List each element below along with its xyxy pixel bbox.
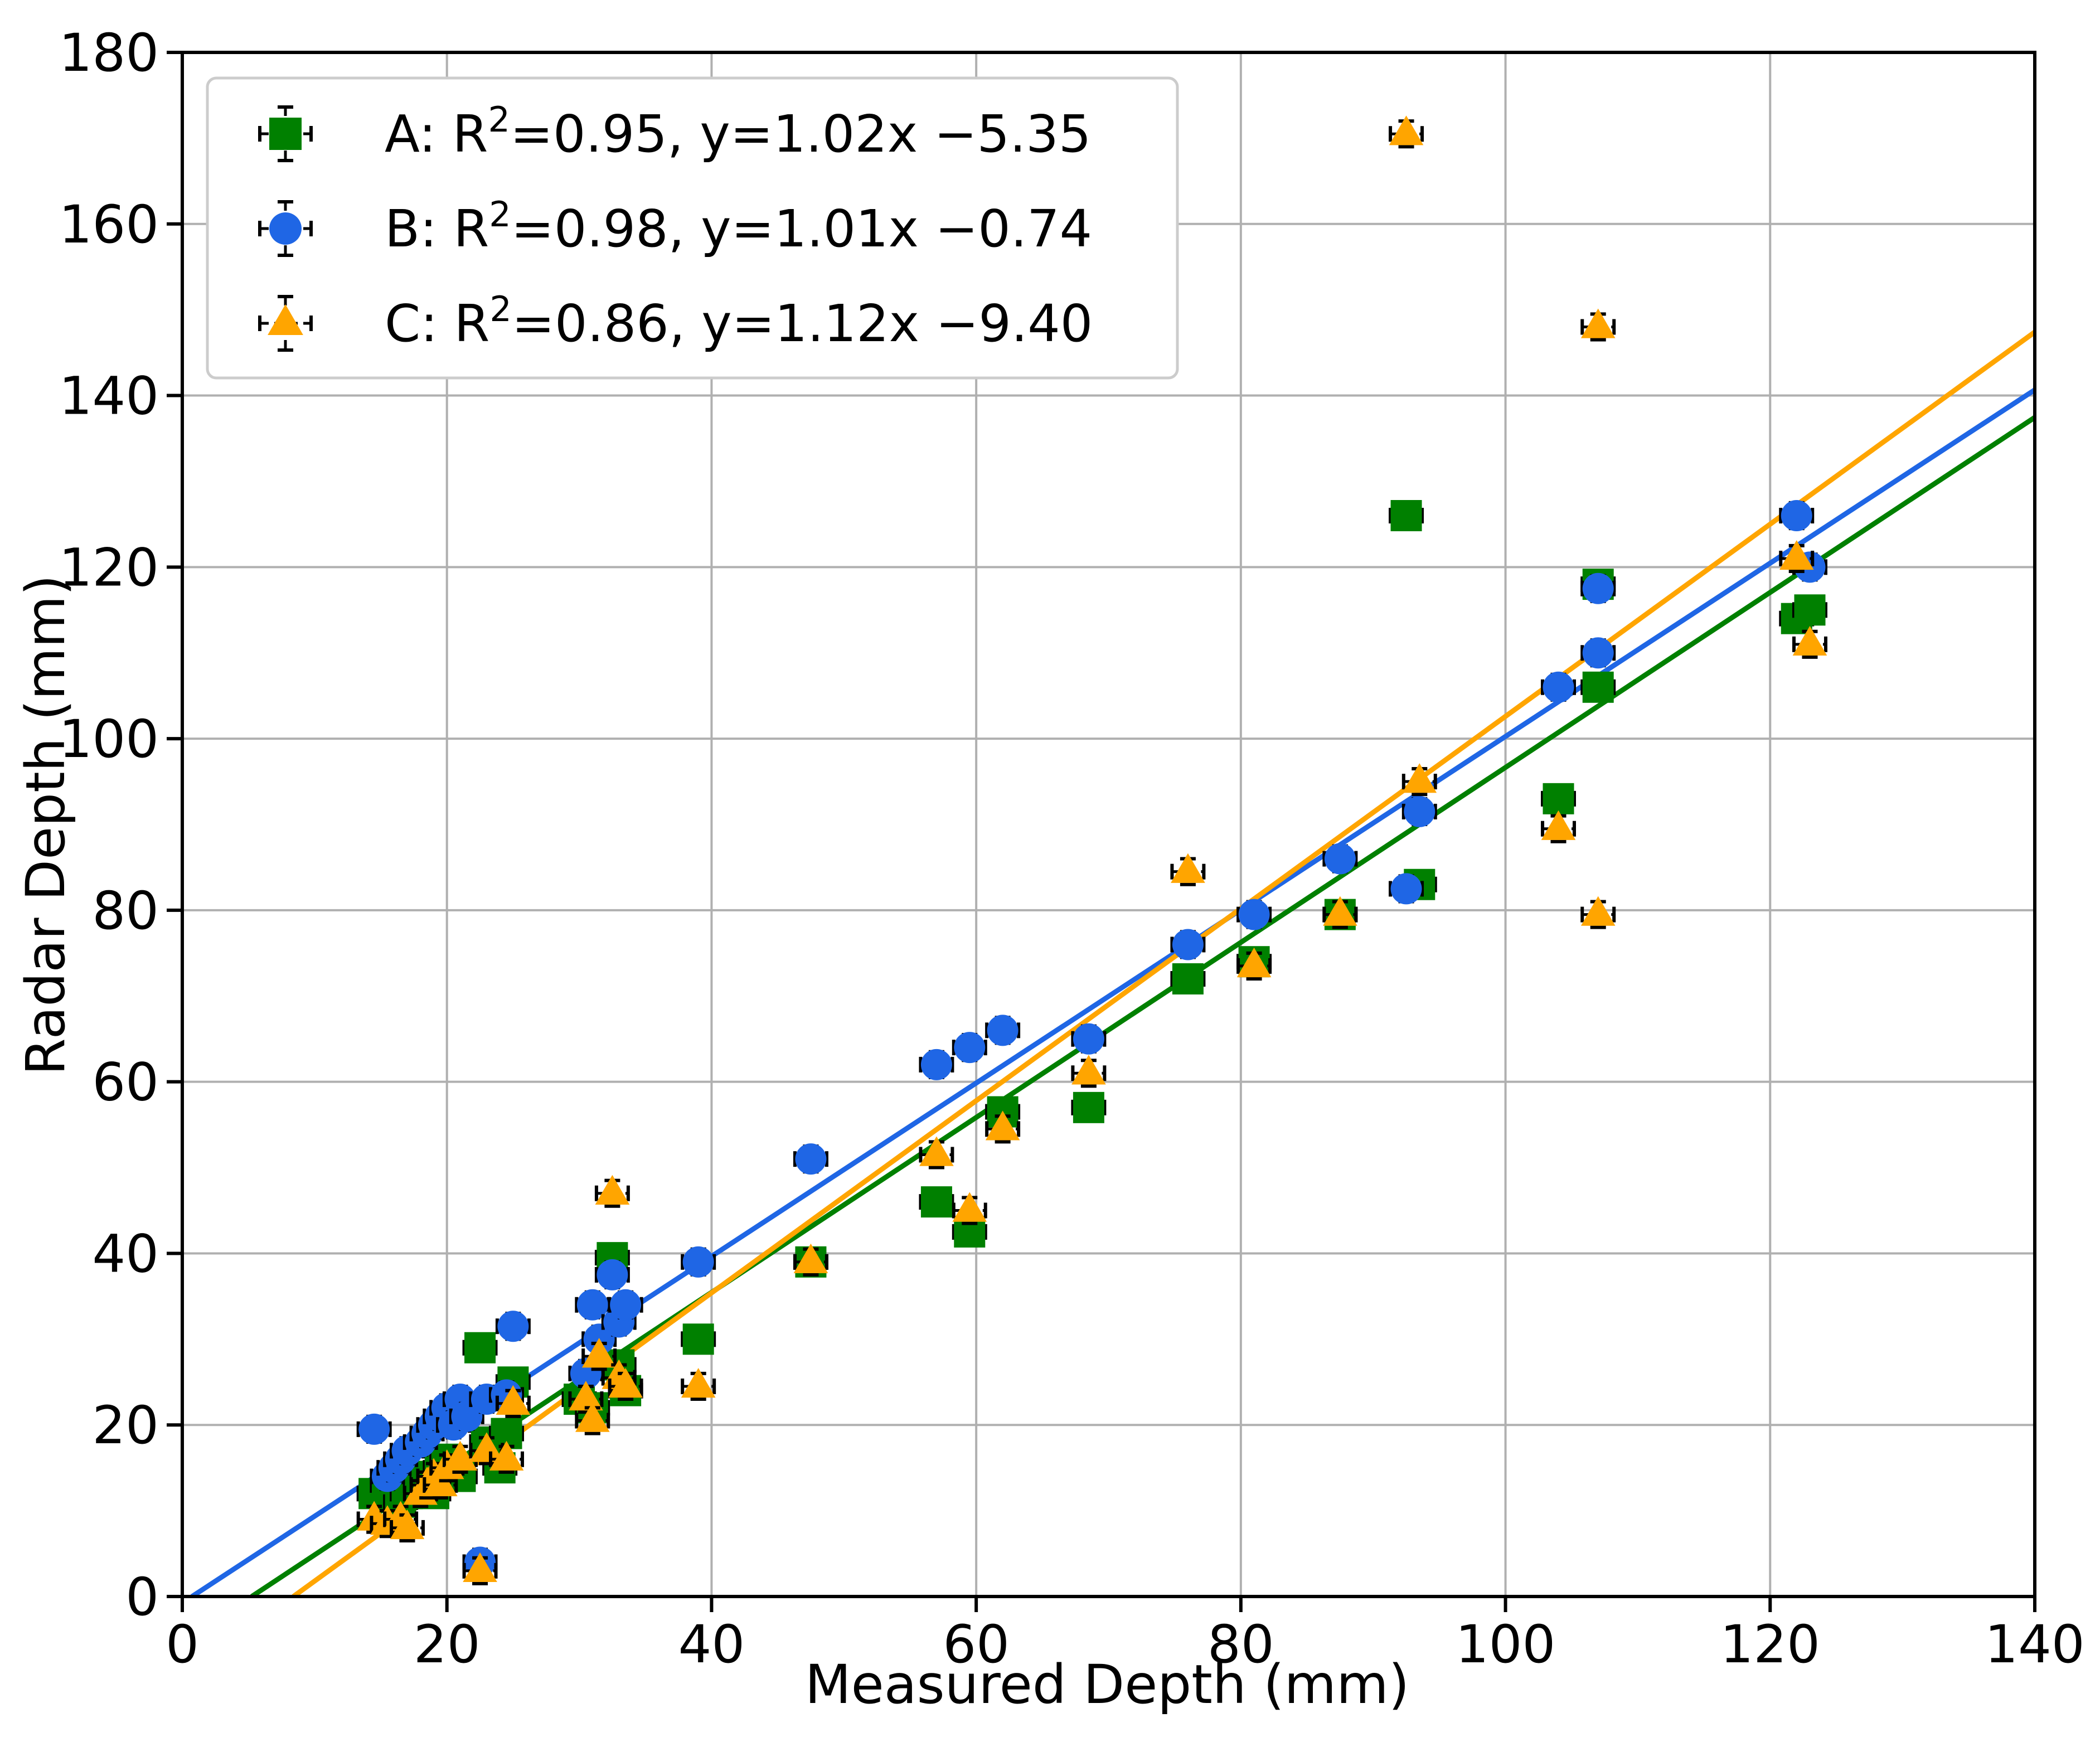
- point-c: [489, 1440, 524, 1471]
- point-b: [1238, 899, 1270, 930]
- point-c: [595, 1175, 630, 1205]
- point-b: [920, 1049, 952, 1080]
- point-b: [1582, 637, 1614, 669]
- y-tick-label: 80: [92, 881, 159, 942]
- point-b: [1390, 873, 1422, 905]
- point-a: [1582, 671, 1614, 703]
- legend-error-bar-a-caps: [258, 105, 313, 162]
- y-tick-label: 180: [59, 23, 159, 84]
- point-a: [1543, 783, 1574, 814]
- x-tick-label: 120: [1720, 1614, 1820, 1675]
- point-b: [795, 1143, 827, 1175]
- point-c: [1389, 115, 1424, 145]
- point-c: [1236, 947, 1272, 978]
- point-a: [1073, 1091, 1104, 1123]
- point-c: [496, 1385, 531, 1415]
- point-c: [985, 1110, 1020, 1141]
- legend-label-b: B: R2=0.98, y=1.01x −0.74: [385, 194, 1092, 259]
- legend-error-bar-a: [260, 107, 311, 161]
- point-a: [1172, 963, 1204, 994]
- x-tick-label: 60: [943, 1614, 1010, 1675]
- y-axis-label: Radar Depth (mm): [14, 575, 77, 1075]
- fit-line-a: [250, 415, 2035, 1597]
- point-b: [1543, 671, 1574, 703]
- point-c: [1580, 308, 1616, 338]
- legend-label-c: C: R2=0.86, y=1.12x −9.40: [385, 289, 1093, 353]
- point-c: [1580, 896, 1616, 926]
- y-tick-label: 160: [59, 195, 159, 255]
- legend-error-bar-b: [260, 202, 311, 255]
- x-tick-label: 40: [678, 1614, 745, 1675]
- x-axis-label: Measured Depth (mm): [805, 1653, 1409, 1716]
- point-c: [681, 1367, 716, 1398]
- point-c: [1541, 810, 1576, 840]
- point-b: [1172, 929, 1204, 960]
- point-c: [463, 1552, 497, 1583]
- point-b: [576, 1289, 608, 1321]
- legend-marker-b: [269, 212, 302, 245]
- point-b: [358, 1413, 390, 1445]
- point-c: [1171, 853, 1205, 883]
- point-c: [390, 1509, 425, 1540]
- point-b: [954, 1032, 986, 1064]
- y-tick-label: 0: [125, 1567, 159, 1628]
- x-tick-label: 20: [414, 1614, 481, 1675]
- y-tick-label: 40: [92, 1224, 159, 1284]
- point-c: [608, 1367, 643, 1398]
- error-bar-c-caps: [1170, 857, 1206, 886]
- point-c: [952, 1192, 987, 1222]
- point-b: [1404, 795, 1435, 827]
- point-c: [1779, 540, 1814, 570]
- point-b: [610, 1289, 642, 1321]
- x-tick-label: 100: [1456, 1614, 1555, 1675]
- point-b: [497, 1311, 529, 1342]
- point-a: [1794, 594, 1826, 626]
- y-tick-label: 20: [92, 1395, 159, 1456]
- error-bar-c-caps: [1071, 1059, 1107, 1088]
- point-c: [469, 1432, 504, 1462]
- plot-frame: [181, 51, 2036, 1598]
- point-c: [575, 1402, 610, 1432]
- x-tick-label: 140: [1985, 1614, 2084, 1675]
- point-c: [919, 1136, 954, 1166]
- point-a: [920, 1186, 952, 1218]
- y-tick-label: 120: [59, 537, 159, 598]
- legend-label-a: A: R2=0.95, y=1.02x −5.35: [385, 99, 1091, 164]
- legend-error-bar-b-caps: [258, 200, 313, 257]
- point-b: [1582, 572, 1614, 604]
- point-a: [682, 1323, 714, 1355]
- point-b: [1073, 1023, 1104, 1055]
- point-b: [1781, 500, 1812, 531]
- point-b: [987, 1015, 1019, 1046]
- point-b: [596, 1259, 628, 1290]
- axis-ticks: 0 20 40 60 80 100 120 140 0 20 40 60 80 100 120 140 160 1…: [59, 23, 2085, 1675]
- y-tick-label: 140: [59, 366, 159, 427]
- y-tick-label: 100: [59, 709, 159, 770]
- point-b: [682, 1246, 714, 1278]
- point-c: [1323, 896, 1357, 926]
- legend-frame: [206, 76, 1179, 380]
- point-c: [1792, 625, 1827, 656]
- legend-marker-a: [269, 118, 302, 150]
- x-tick-label: 0: [166, 1614, 199, 1675]
- y-tick-label: 60: [92, 1052, 159, 1113]
- point-a: [464, 1332, 496, 1363]
- point-c: [581, 1338, 617, 1368]
- point-a: [1390, 500, 1422, 531]
- point-b: [1324, 843, 1356, 875]
- point-c: [569, 1381, 603, 1411]
- error-bar-c-caps: [1541, 814, 1576, 843]
- x-tick-label: 80: [1207, 1614, 1274, 1675]
- legend: A: R2=0.95, y=1.02x −5.35 B: R2=0.98, y=1…: [206, 76, 1179, 380]
- point-c: [1071, 1055, 1106, 1085]
- error-bar-c-caps: [608, 1371, 643, 1401]
- point-c: [793, 1243, 828, 1274]
- point-c: [1402, 763, 1437, 793]
- legend-marker-c: [268, 304, 303, 335]
- legend-error-bar-c-caps: [258, 295, 313, 352]
- point-c: [443, 1440, 478, 1471]
- data-points: [356, 115, 1827, 1585]
